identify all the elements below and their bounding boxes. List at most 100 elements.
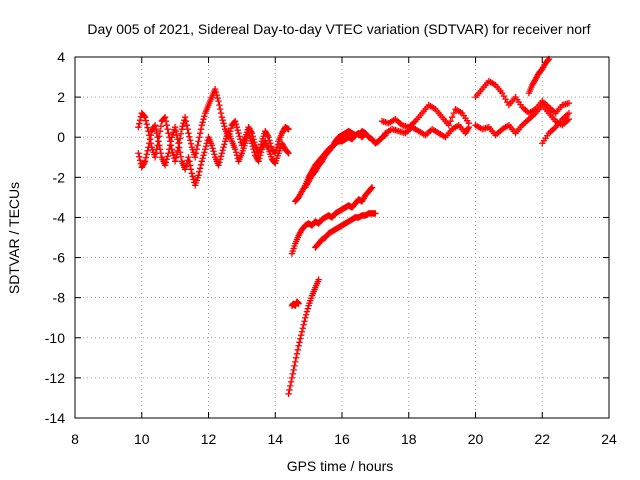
- data-point: [157, 150, 165, 157]
- data-point: [299, 325, 306, 332]
- data-point: [256, 155, 263, 162]
- data-point: [173, 151, 180, 158]
- data-point: [172, 128, 180, 135]
- data-point: [175, 140, 182, 147]
- data-point: [147, 132, 155, 139]
- data-point: [297, 335, 304, 342]
- data-point: [265, 134, 272, 141]
- data-point: [197, 161, 205, 168]
- data-point: [201, 146, 209, 153]
- data-point: [202, 143, 210, 150]
- data-point: [176, 149, 184, 156]
- data-point: [171, 158, 179, 165]
- data-point: [199, 118, 206, 126]
- data-point: [196, 130, 204, 137]
- data-point: [287, 382, 294, 390]
- data-point: [190, 176, 197, 183]
- data-point: [287, 378, 295, 386]
- series-track-c: [288, 184, 376, 257]
- data-point: [290, 366, 297, 374]
- data-point: [201, 112, 208, 120]
- y-tick-label: -8: [53, 290, 66, 306]
- data-point: [153, 130, 160, 137]
- data-point: [164, 153, 171, 160]
- data-point: [285, 150, 292, 157]
- data-point: [182, 117, 190, 125]
- data-point: [178, 126, 185, 133]
- data-point: [211, 151, 218, 158]
- data-point: [200, 115, 207, 123]
- data-point: [199, 155, 206, 162]
- data-point: [544, 56, 552, 64]
- data-point: [289, 370, 296, 378]
- y-tick-label: -12: [45, 370, 65, 386]
- data-point: [135, 123, 142, 131]
- data-point: [250, 146, 257, 153]
- data-point: [448, 113, 456, 121]
- data-point: [216, 105, 224, 113]
- y-tick-label: -2: [53, 169, 66, 185]
- data-point: [186, 137, 194, 144]
- data-point: [372, 210, 379, 217]
- data-point: [303, 308, 311, 315]
- data-point: [294, 346, 301, 354]
- data-point: [201, 149, 208, 156]
- data-point: [301, 318, 308, 325]
- data-point: [219, 116, 226, 124]
- series-track-i: [285, 276, 322, 398]
- data-point: [145, 144, 152, 151]
- y-tick-label: 2: [57, 89, 65, 105]
- data-point: [192, 150, 200, 157]
- data-point: [234, 127, 241, 134]
- data-point: [233, 123, 241, 131]
- y-tick-label: -6: [53, 250, 66, 266]
- series-track-d: [312, 210, 379, 251]
- data-point: [142, 117, 150, 124]
- data-point: [141, 113, 149, 121]
- data-point: [136, 157, 144, 164]
- data-point: [217, 153, 225, 160]
- data-point: [185, 130, 192, 137]
- data-point: [216, 156, 224, 163]
- ticks: [74, 56, 610, 419]
- data-point: [368, 185, 375, 192]
- series-track-b: [135, 121, 292, 189]
- data-point: [183, 121, 191, 129]
- x-axis-label: GPS time / hours: [287, 458, 394, 474]
- data-point: [266, 137, 273, 144]
- data-point: [169, 149, 176, 156]
- data-point: [218, 150, 226, 157]
- data-point: [187, 140, 195, 147]
- data-point: [232, 120, 240, 128]
- data-point: [298, 328, 306, 335]
- data-point: [445, 121, 452, 129]
- data-point: [156, 128, 164, 135]
- data-point: [249, 143, 256, 150]
- data-point: [136, 120, 143, 127]
- data-point: [221, 122, 228, 130]
- data-point: [293, 350, 301, 358]
- data-point: [151, 154, 159, 161]
- data-point: [286, 386, 293, 394]
- data-points: [135, 55, 573, 398]
- data-point: [295, 300, 302, 307]
- x-tick-label: 14: [267, 431, 283, 447]
- data-point: [232, 117, 239, 125]
- data-point: [142, 154, 150, 161]
- x-tick-label: 24: [601, 431, 617, 447]
- data-point: [154, 134, 161, 141]
- data-point: [191, 154, 199, 161]
- data-point: [161, 162, 169, 169]
- data-point: [164, 126, 171, 133]
- data-point: [216, 101, 223, 109]
- series-track-o: [539, 109, 573, 147]
- data-point: [171, 123, 179, 131]
- data-point: [156, 142, 163, 149]
- data-point: [285, 126, 292, 133]
- data-point: [136, 116, 144, 124]
- series-track-g: [355, 128, 389, 147]
- data-point: [257, 149, 265, 156]
- data-point: [304, 305, 311, 312]
- data-point: [179, 122, 186, 130]
